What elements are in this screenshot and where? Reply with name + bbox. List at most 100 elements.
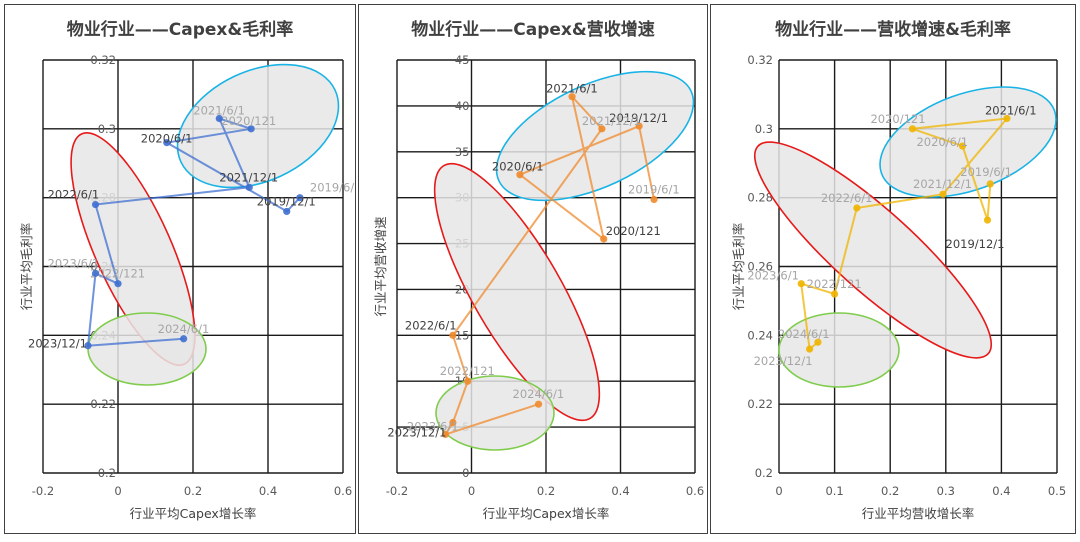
- data-label: 2020/121: [221, 114, 276, 128]
- cluster-ellipses: [433, 70, 695, 451]
- x-tick-label: 0.4: [259, 484, 277, 498]
- data-point: [958, 142, 967, 150]
- x-tick-label: -0.2: [32, 484, 54, 498]
- y-tick-label: 35: [455, 145, 470, 159]
- x-tick-label: 0.6: [334, 484, 352, 498]
- data-label: 2021/12/1: [913, 177, 972, 191]
- data-point: [247, 125, 255, 133]
- y-tick-label: 0.32: [90, 53, 116, 67]
- y-tick-label: 0.2: [755, 466, 773, 480]
- data-point: [245, 183, 253, 191]
- chart-capex-revenue: -0.200.20.40.6051015202530354045行业平均Cape…: [373, 53, 704, 521]
- data-point: [1003, 114, 1011, 123]
- data-point: [853, 204, 861, 212]
- cluster-ellipses: [70, 63, 340, 386]
- data-label: 2024/6/1: [158, 322, 210, 336]
- data-label: 2021/12/1: [582, 114, 641, 128]
- y-tick-label: 45: [455, 53, 470, 67]
- x-tick-label: 0.3: [937, 484, 955, 498]
- x-tick-label: 0.4: [611, 484, 629, 498]
- data-label: 2022/121: [90, 267, 145, 281]
- data-point: [600, 235, 608, 243]
- data-point: [91, 269, 100, 277]
- x-axis-label: 行业平均Capex增长率: [483, 506, 610, 521]
- y-tick-label: 0.22: [90, 397, 116, 411]
- cluster-ellipse: [778, 312, 900, 388]
- cluster-ellipse: [495, 70, 695, 202]
- data-point: [939, 190, 947, 198]
- data-point: [635, 122, 643, 130]
- data-label: 2022/6/1: [48, 188, 100, 202]
- data-label: 2022/121: [440, 364, 495, 378]
- chart-title: 物业行业——Capex&毛利率: [66, 20, 294, 40]
- x-tick-label: 0: [775, 484, 782, 498]
- data-point: [84, 342, 92, 350]
- data-label: 2021/6/1: [546, 82, 598, 96]
- y-tick-label: 0.24: [747, 328, 773, 342]
- data-label: 2021/12/1: [219, 170, 278, 184]
- chart-title: 物业行业——Capex&营收增速: [411, 20, 655, 40]
- data-label: 2019/12/1: [946, 237, 1005, 251]
- x-tick-label: -0.2: [386, 484, 408, 498]
- x-tick-label: 0: [468, 484, 475, 498]
- y-axis-label: 行业平均营收增速: [373, 216, 388, 317]
- data-point: [449, 331, 457, 339]
- cluster-ellipse: [879, 86, 1057, 198]
- data-point: [650, 195, 658, 204]
- chart-panel-capex-margin: 物业行业——Capex&毛利率 -0.200.20.40.60.20.220.2…: [4, 4, 356, 534]
- cluster-ellipse: [433, 162, 601, 422]
- data-point: [114, 280, 122, 288]
- x-tick-label: 0.1: [825, 484, 843, 498]
- chart-panel-revenue-margin: 物业行业——营收增速&毛利率 0 0.1 0.2 0.3 0.4 0.5 0.2 0.22 0.…: [710, 4, 1076, 534]
- data-label: 2019/6/1: [310, 181, 355, 195]
- data-label: 2020/6/1: [492, 160, 544, 174]
- x-axis-label: 行业平均Capex增长率: [130, 506, 257, 521]
- data-label: 2024/6/1: [778, 327, 830, 341]
- data-label: 2023/6/1: [407, 420, 459, 434]
- data-point: [91, 200, 100, 209]
- y-tick-label: 0.28: [747, 191, 773, 205]
- data-point: [908, 125, 917, 133]
- data-point: [831, 290, 839, 298]
- chart-panel-capex-revenue: 物业行业——Capex&营收增速 -0.200.20.40.6051015202…: [358, 4, 708, 534]
- data-label: 2020/121: [870, 112, 925, 126]
- data-point: [464, 377, 472, 385]
- y-axis-label: 行业平均毛利率: [731, 223, 746, 311]
- data-label: 2022/121: [807, 277, 862, 291]
- data-label: 2024/6/1: [513, 387, 565, 401]
- data-label: 2023/12/1: [28, 337, 87, 351]
- x-tick-label: 0.2: [537, 484, 555, 498]
- data-label: 2020/121: [606, 224, 661, 238]
- chart-revenue-margin: 0 0.1 0.2 0.3 0.4 0.5 0.2 0.22 0.24 0.26 0.28 0.3 0.…: [731, 53, 1066, 521]
- data-label: 2022/6/1: [405, 318, 457, 332]
- data-point: [296, 194, 304, 202]
- y-tick-label: 15: [455, 328, 470, 342]
- data-point: [516, 171, 524, 179]
- data-label: 2022/6/1: [821, 191, 873, 205]
- x-tick-label: 0.2: [881, 484, 899, 498]
- data-label: 2020/6/1: [916, 135, 968, 149]
- y-tick-label: 0.3: [755, 122, 773, 136]
- x-tick-label: 0: [114, 484, 121, 498]
- data-label: 2023/12/1: [387, 425, 446, 439]
- cluster-ellipse: [753, 141, 993, 359]
- y-tick-label: 0.26: [747, 260, 773, 274]
- y-tick-label: 40: [455, 99, 470, 113]
- data-point: [983, 216, 992, 224]
- data-label: 2021/6/1: [193, 104, 245, 118]
- y-tick-label: 0.22: [747, 397, 773, 411]
- data-point: [805, 345, 814, 353]
- data-label: 2019/12/1: [257, 194, 316, 208]
- data-point: [986, 180, 994, 188]
- y-tick-label: 0.32: [747, 53, 773, 67]
- cluster-ellipses: [753, 86, 1057, 388]
- x-tick-label: 0.5: [1048, 484, 1066, 498]
- data-label: 2023/6/1: [747, 269, 799, 283]
- x-tick-label: 0.6: [686, 484, 704, 498]
- y-axis-label: 行业平均毛利率: [19, 223, 34, 311]
- data-label: 2023/6/1: [48, 256, 100, 270]
- x-tick-label: 0.2: [184, 484, 202, 498]
- x-axis-label: 行业平均营收增长率: [862, 506, 975, 521]
- data-label: 2023/12/1: [754, 354, 813, 368]
- data-point: [598, 125, 606, 133]
